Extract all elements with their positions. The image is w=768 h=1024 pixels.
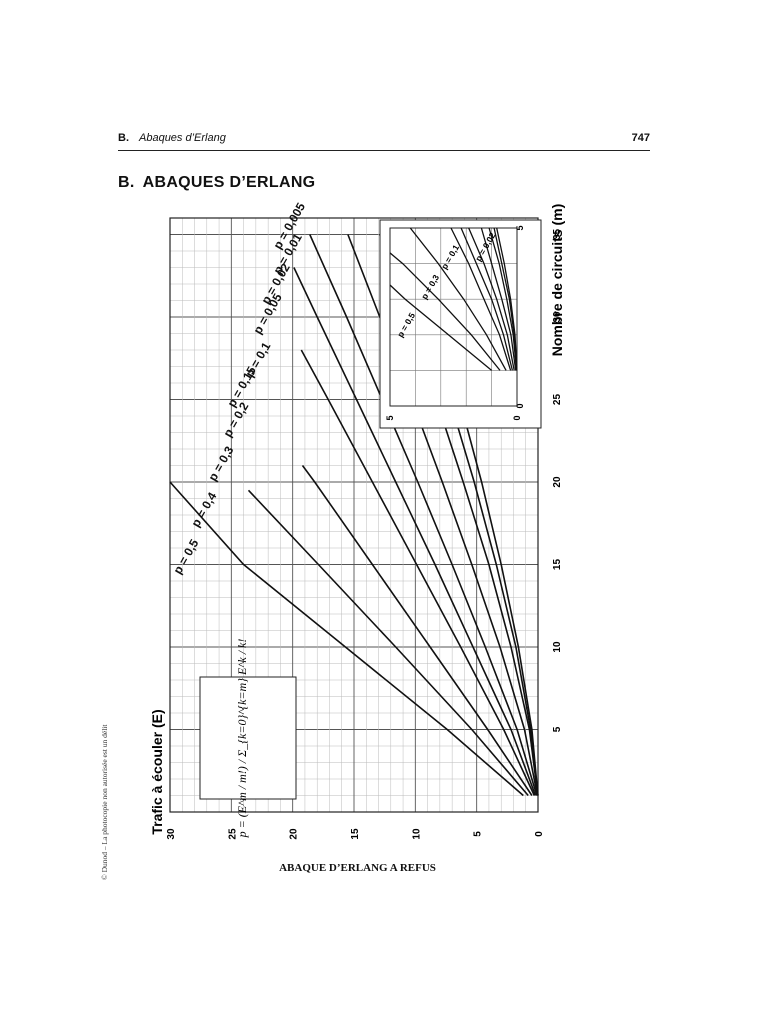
erlang-formula: p = (E^m / m!) / Σ_{k=0}^{k=m} E^k / k!: [235, 639, 249, 839]
y-tick-label: 15: [350, 828, 361, 840]
y-tick-label: 25: [227, 828, 238, 840]
series-label-2: p = 0,4: [188, 490, 219, 530]
inset-series-line-2: [389, 252, 501, 371]
series-line-3: [301, 465, 533, 796]
inset-series-line-10: [496, 227, 518, 371]
series-line-6: [309, 234, 538, 796]
inset-series-line-4: [450, 227, 512, 371]
heading-title: ABAQUES D’ERLANG: [142, 174, 316, 191]
x-tick-label: 15: [552, 559, 563, 571]
x-tick-label: 30: [552, 311, 563, 323]
running-header-left: B. Abaques d’Erlang: [118, 132, 226, 144]
inset-x-tick-label: 5: [515, 225, 525, 230]
section-letter: B.: [118, 132, 129, 144]
x-tick-label: 35: [552, 229, 563, 241]
inset-series-line-5: [460, 227, 514, 371]
series-line-4: [300, 349, 536, 796]
series-label-3: p = 0,3: [205, 444, 236, 484]
x-tick-label: 25: [552, 394, 563, 406]
inset-series-line-3: [409, 227, 507, 371]
x-tick-label: 20: [552, 476, 563, 488]
figure-caption: ABAQUE D’ERLANG A REFUS: [279, 862, 436, 874]
formula-box: [199, 676, 297, 800]
series-label-6: p = 0,1: [242, 340, 273, 380]
inset-series-line-6: [468, 227, 515, 371]
heading-letter: B.: [118, 174, 135, 191]
series-line-2: [247, 489, 529, 797]
running-header: B. Abaques d’Erlang 747: [118, 132, 650, 151]
inset-series-line-1: [389, 284, 493, 371]
page-number: 747: [631, 132, 650, 144]
copyright-note: © Dunod – La photocopie non autorisée es…: [100, 724, 109, 880]
series-line-5: [293, 267, 537, 796]
inset-series-line-7: [480, 227, 517, 371]
y-tick-label: 10: [411, 828, 422, 840]
y-tick-label: 5: [473, 831, 484, 837]
inset-y-tick-label: 0: [512, 415, 522, 420]
y-axis-title: Trafic à écouler (E): [149, 709, 165, 834]
y-tick-label: 30: [166, 828, 177, 840]
x-axis-title: Nombre de circuits (m): [549, 204, 565, 356]
y-tick-label: 20: [289, 828, 300, 840]
inset-y-tick-label: 5: [385, 415, 395, 420]
inset-plot-frame: [389, 227, 518, 407]
inset-x-tick-label: 0: [515, 403, 525, 408]
plot-frame: [169, 217, 539, 813]
series-label-1: p = 0,5: [170, 537, 201, 577]
inset-series-line-8: [488, 227, 518, 371]
section-title: Abaques d’Erlang: [139, 132, 226, 144]
series-line-1: [169, 481, 524, 797]
section-heading: B. ABAQUES D’ERLANG: [118, 174, 315, 192]
y-tick-label: 0: [534, 831, 545, 837]
x-tick-label: 10: [552, 641, 563, 653]
x-tick-label: 5: [552, 726, 563, 732]
